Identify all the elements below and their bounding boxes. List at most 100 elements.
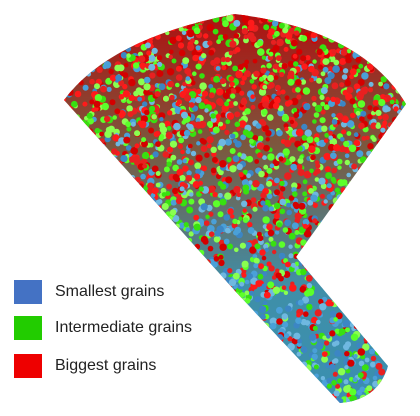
grain [320,376,326,381]
grain [377,256,383,263]
grain [237,400,244,403]
grain [94,231,102,239]
grain [293,362,301,370]
grain [76,219,82,225]
grain [127,16,135,24]
grain [381,14,388,20]
grain [405,69,406,75]
grain [91,28,96,33]
grain [201,165,208,172]
grain [86,381,92,387]
grain [319,275,325,282]
grain [215,393,222,401]
grain [404,276,406,283]
grain [76,65,84,72]
grain [142,336,150,344]
grain [210,14,216,15]
grain [260,67,267,74]
grain [145,225,153,233]
grain [361,306,368,314]
grain [64,43,70,50]
grain [196,301,201,306]
grain [192,338,199,345]
grain [141,140,148,148]
grain [395,299,404,308]
grain [242,129,249,136]
grain [361,136,367,141]
grain [125,251,130,256]
grain [330,236,336,242]
grain [203,264,209,270]
grain [234,121,241,128]
grain [247,390,254,396]
grain [103,240,109,245]
grain [102,277,109,284]
grain [330,96,336,103]
grain [196,64,202,69]
grain [203,353,210,360]
grain [198,365,206,374]
grain [314,268,320,274]
grain [259,338,265,344]
legend-label: Intermediate grains [55,319,192,336]
grain [333,144,341,152]
grain [126,400,132,403]
grain [293,61,299,67]
grain [229,148,236,154]
grain [192,71,197,76]
grain [263,24,270,31]
grain [391,338,398,345]
grain [198,331,205,338]
grain [350,333,359,341]
grain [74,189,80,195]
grain [211,347,217,353]
grain [320,71,326,77]
grain [350,44,356,49]
grain [282,148,290,156]
grain [255,123,262,129]
grain [132,222,138,228]
grain [101,349,106,355]
grain [75,389,81,395]
grain [228,394,234,400]
grain [212,326,218,332]
grain [267,281,275,289]
grain [212,15,220,23]
grain [104,130,112,138]
grain [291,97,299,106]
grain [57,16,63,22]
grain [159,253,166,261]
grain [81,198,87,204]
grain [329,279,338,287]
grain [112,313,118,319]
grain [319,259,325,266]
grain [171,298,177,304]
grain [364,257,371,265]
grain [348,38,356,46]
grain [95,16,102,23]
grain [338,277,346,285]
grain [291,390,299,398]
grain [209,290,217,298]
grain [64,53,70,61]
grain [91,390,97,396]
grain [354,263,360,269]
grain [398,301,404,308]
grain [353,176,360,183]
grain [209,326,217,334]
grain [389,17,395,23]
grain [314,8,319,13]
grain [343,267,349,272]
grain [103,172,111,180]
grain [403,322,406,328]
grain [120,52,128,59]
grain [362,211,370,218]
grain [206,143,212,149]
grain [130,339,138,347]
grain [241,260,249,268]
grain [88,273,94,279]
grain [71,139,78,145]
grain [276,388,284,396]
grain [332,217,340,225]
grain [116,230,125,238]
